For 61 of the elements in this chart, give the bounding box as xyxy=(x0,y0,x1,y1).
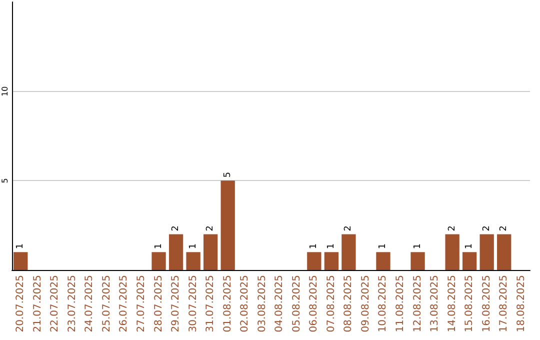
data-label: 2 xyxy=(206,226,216,232)
x-tick-label: 28.07.2025 xyxy=(153,275,164,332)
bar xyxy=(410,252,425,270)
x-tick-label: 20.07.2025 xyxy=(15,275,26,332)
data-label: 2 xyxy=(499,226,510,232)
x-tick-label: 08.08.2025 xyxy=(343,275,354,332)
data-label: 1 xyxy=(378,243,388,250)
x-tick-label: 04.08.2025 xyxy=(274,275,286,332)
data-label: 1 xyxy=(412,243,423,250)
x-tick-label: 26.07.2025 xyxy=(118,275,130,332)
y-tick-label: 10 xyxy=(0,86,10,96)
x-tick-label: 06.08.2025 xyxy=(308,275,320,332)
data-label: 1 xyxy=(188,243,198,250)
x-tick-label: 03.08.2025 xyxy=(256,275,268,332)
data-label: 5 xyxy=(222,172,233,178)
data-label: 2 xyxy=(171,226,182,232)
bar xyxy=(152,252,166,270)
bar xyxy=(14,252,28,270)
bar xyxy=(497,234,512,270)
bar xyxy=(342,234,356,270)
bar xyxy=(168,234,184,270)
x-tick-label: 15.08.2025 xyxy=(464,275,476,332)
bar xyxy=(376,252,390,270)
x-tick-label: 01.08.2025 xyxy=(222,275,234,332)
x-tick-label: 05.08.2025 xyxy=(291,275,302,332)
x-tick-label: 16.08.2025 xyxy=(481,275,492,332)
x-tick-label: 10.08.2025 xyxy=(378,275,389,332)
bar xyxy=(203,234,218,270)
x-tick-label: 18.08.2025 xyxy=(516,275,527,332)
bar xyxy=(445,234,460,270)
x-tick-label: 09.08.2025 xyxy=(360,275,372,332)
data-label: 2 xyxy=(447,226,458,232)
x-tick-label: 24.07.2025 xyxy=(84,275,96,332)
bar xyxy=(480,234,494,270)
bar xyxy=(324,252,339,270)
x-tick-label: 25.07.2025 xyxy=(101,275,112,332)
data-label: 1 xyxy=(154,243,164,250)
x-tick-label: 02.08.2025 xyxy=(240,275,251,332)
x-tick-label: 30.07.2025 xyxy=(188,275,199,332)
x-tick-label: 29.07.2025 xyxy=(170,275,182,332)
bar xyxy=(307,252,322,270)
data-label: 1 xyxy=(309,243,320,250)
x-tick-label: 13.08.2025 xyxy=(430,275,441,332)
x-tick-label: 07.08.2025 xyxy=(326,275,337,332)
data-label: 1 xyxy=(16,243,26,250)
x-tick-label: 11.08.2025 xyxy=(395,275,406,332)
x-tick-label: 27.07.2025 xyxy=(136,275,147,332)
data-label: 1 xyxy=(464,243,475,250)
x-tick-label: 14.08.2025 xyxy=(446,275,458,332)
bar xyxy=(462,252,477,270)
bar xyxy=(186,252,200,270)
data-label: 2 xyxy=(344,226,354,232)
x-tick-label: 22.07.2025 xyxy=(50,275,61,332)
data-label: 1 xyxy=(326,243,336,250)
data-label: 2 xyxy=(482,226,492,232)
x-tick-label: 31.07.2025 xyxy=(205,275,216,332)
x-tick-label: 21.07.2025 xyxy=(32,275,44,332)
x-tick-label: 17.08.2025 xyxy=(498,275,510,332)
x-tick-label: 12.08.2025 xyxy=(412,275,424,332)
bar xyxy=(220,180,235,270)
x-tick-label: 23.07.2025 xyxy=(66,275,78,332)
